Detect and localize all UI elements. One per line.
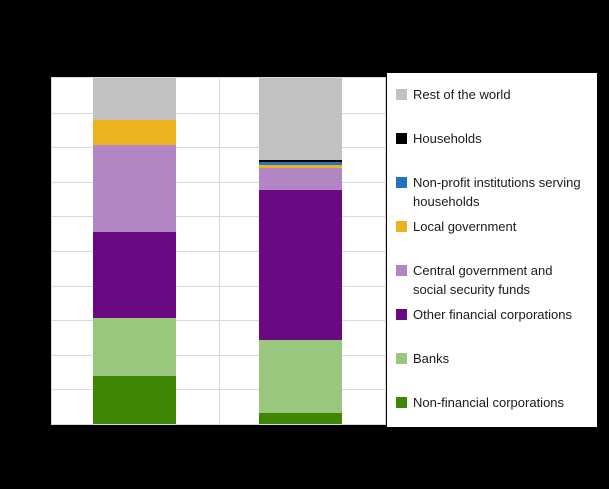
bar-segment-rest-of-the-world	[259, 78, 342, 160]
bar-segment-households	[259, 159, 342, 162]
legend-swatch-icon	[396, 309, 407, 320]
legend-item-rest-of-the-world: Rest of the world	[396, 85, 597, 129]
legend-swatch-icon	[396, 397, 407, 408]
bar-segment-banks	[259, 339, 342, 413]
legend-swatch-icon	[396, 221, 407, 232]
bar-segment-other-financial-corporations	[259, 189, 342, 340]
bar-segment-banks	[93, 318, 176, 376]
x-gridline	[218, 78, 220, 424]
legend-item-non-financial-corporations: Non-financial corporations	[396, 393, 597, 437]
legend-swatch-icon	[396, 177, 407, 188]
legend-item-label: Rest of the world	[413, 87, 511, 102]
legend-item-label: Other financial corporations	[413, 307, 572, 322]
legend-item-other-financial-corporations: Other financial corporations	[396, 305, 597, 349]
bar-segment-non-financial-corporations	[93, 375, 176, 424]
legend-item-households: Households	[396, 129, 597, 173]
legend: Rest of the world Households Non-profit in…	[387, 73, 597, 427]
legend-swatch-icon	[396, 265, 407, 276]
bar-segment-local-government	[259, 165, 342, 169]
bar-segment-rest-of-the-world	[93, 78, 176, 120]
legend-item-central-government-and-social-security-funds: Central government and social security fu…	[396, 261, 597, 305]
legend-item-local-government: Local government	[396, 217, 597, 261]
bar-segment-non-financial-corporations	[259, 412, 342, 424]
stacked-bar-2	[259, 78, 342, 424]
legend-swatch-icon	[396, 133, 407, 144]
bar-segment-central-government-and-social-security-funds	[93, 144, 176, 232]
bar-segment-non-profit-institutions-serving-households	[259, 161, 342, 166]
plot-area	[51, 77, 386, 425]
bar-segment-central-government-and-social-security-funds	[259, 168, 342, 190]
legend-item-banks: Banks	[396, 349, 597, 393]
legend-item-label: Local government	[413, 219, 517, 234]
legend-item-label: Non-financial corporations	[413, 395, 565, 410]
bar-segment-local-government	[93, 119, 176, 145]
stacked-bar-1	[93, 78, 176, 424]
legend-item-non-profit-institutions-serving-households: Non-profit institutions serving household…	[396, 173, 597, 217]
legend-item-label: Non-profit institutions serving household…	[413, 175, 581, 209]
legend-item-label: Central government and social security fu…	[413, 263, 553, 297]
legend-item-label: Households	[413, 131, 482, 146]
legend-swatch-icon	[396, 353, 407, 364]
legend-swatch-icon	[396, 89, 407, 100]
legend-item-label: Banks	[413, 351, 450, 366]
bar-segment-other-financial-corporations	[93, 231, 176, 319]
